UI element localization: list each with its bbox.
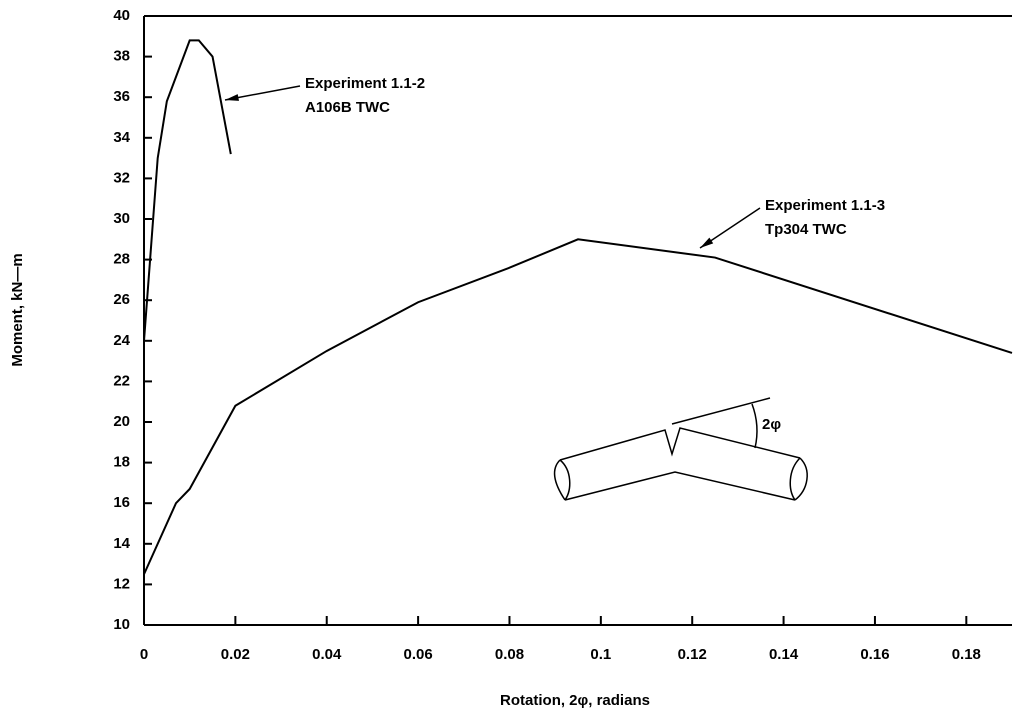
y-tick-label: 22	[113, 372, 130, 389]
x-tick-label: 0.18	[952, 646, 981, 663]
x-tick-label: 0.08	[495, 646, 524, 663]
y-tick-label: 16	[113, 494, 130, 511]
y-tick-label: 28	[113, 251, 130, 268]
x-tick-label: 0.06	[404, 646, 433, 663]
y-tick-label: 26	[113, 291, 130, 308]
y-axis-title: Moment, kN—m	[9, 253, 26, 366]
x-axis-title: Rotation, 2φ, radians	[500, 692, 650, 709]
y-tick-label: 40	[113, 7, 130, 24]
diagram-label: 2φ	[762, 416, 781, 433]
y-tick-label: 14	[113, 535, 130, 552]
arrow-head	[225, 94, 239, 101]
line	[143, 238, 1013, 575]
annotation: A106B TWC	[305, 99, 390, 116]
x-tick-label: 0	[140, 646, 148, 663]
annotation: Experiment 1.1-3	[765, 197, 885, 214]
y-tick-label: 12	[113, 575, 130, 592]
y-tick-label: 32	[113, 169, 130, 186]
y-tick-label: 36	[113, 88, 130, 105]
annotation: Experiment 1.1-2	[305, 75, 425, 92]
x-tick-label: 0.14	[769, 646, 799, 663]
y-tick-label: 34	[113, 129, 130, 146]
x-tick-label: 0.1	[590, 646, 611, 663]
y-tick-label: 20	[113, 413, 130, 430]
y-tick-label: 10	[113, 616, 130, 633]
arrow-head	[700, 237, 714, 248]
y-tick-label: 30	[113, 210, 130, 227]
x-tick-label: 0.12	[678, 646, 707, 663]
y-tick-label: 38	[113, 48, 130, 65]
x-tick-label: 0.16	[860, 646, 889, 663]
pipe-diagram: 2φ	[553, 397, 808, 501]
y-tick-label: 18	[113, 454, 130, 471]
x-tick-label: 0.02	[221, 646, 250, 663]
line	[143, 39, 232, 341]
x-tick-label: 0.04	[312, 646, 342, 663]
annotation: Tp304 TWC	[765, 221, 847, 238]
y-tick-label: 24	[113, 332, 130, 349]
